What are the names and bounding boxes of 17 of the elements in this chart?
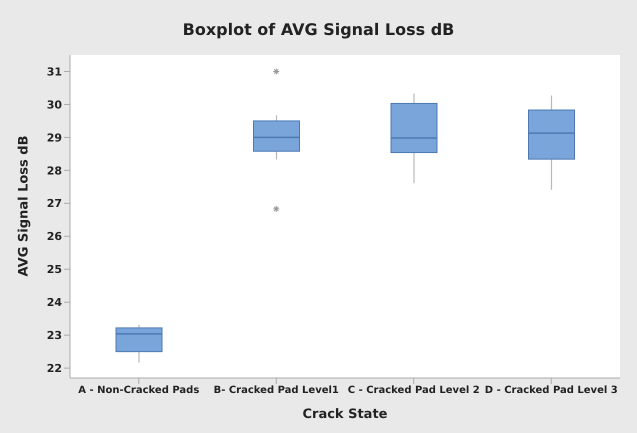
x-tick-label: C - Cracked Pad Level 2: [348, 385, 480, 396]
chart-title: Boxplot of AVG Signal Loss dB: [182, 20, 456, 39]
y-tick-label: 28: [46, 164, 62, 178]
y-tick-label: 30: [46, 98, 62, 112]
x-tick-label: A - Non-Cracked Pads: [78, 385, 200, 396]
y-tick-label: 23: [46, 329, 62, 342]
y-axis-title: AVG Signal Loss dB: [16, 135, 32, 276]
y-tick-label: 29: [46, 131, 62, 144]
y-tick-label: 25: [46, 263, 62, 276]
x-tick-label: D - Cracked Pad Level 3: [484, 385, 618, 396]
y-tick-label: 27: [46, 197, 62, 210]
y-tick-label: 24: [46, 296, 62, 310]
y-tick-label: 22: [46, 362, 62, 376]
x-axis-title: Crack State: [302, 407, 388, 422]
y-tick-label: 26: [46, 230, 62, 244]
x-tick-label: B- Cracked Pad Level1: [214, 385, 339, 396]
y-tick-label: 31: [46, 65, 62, 78]
